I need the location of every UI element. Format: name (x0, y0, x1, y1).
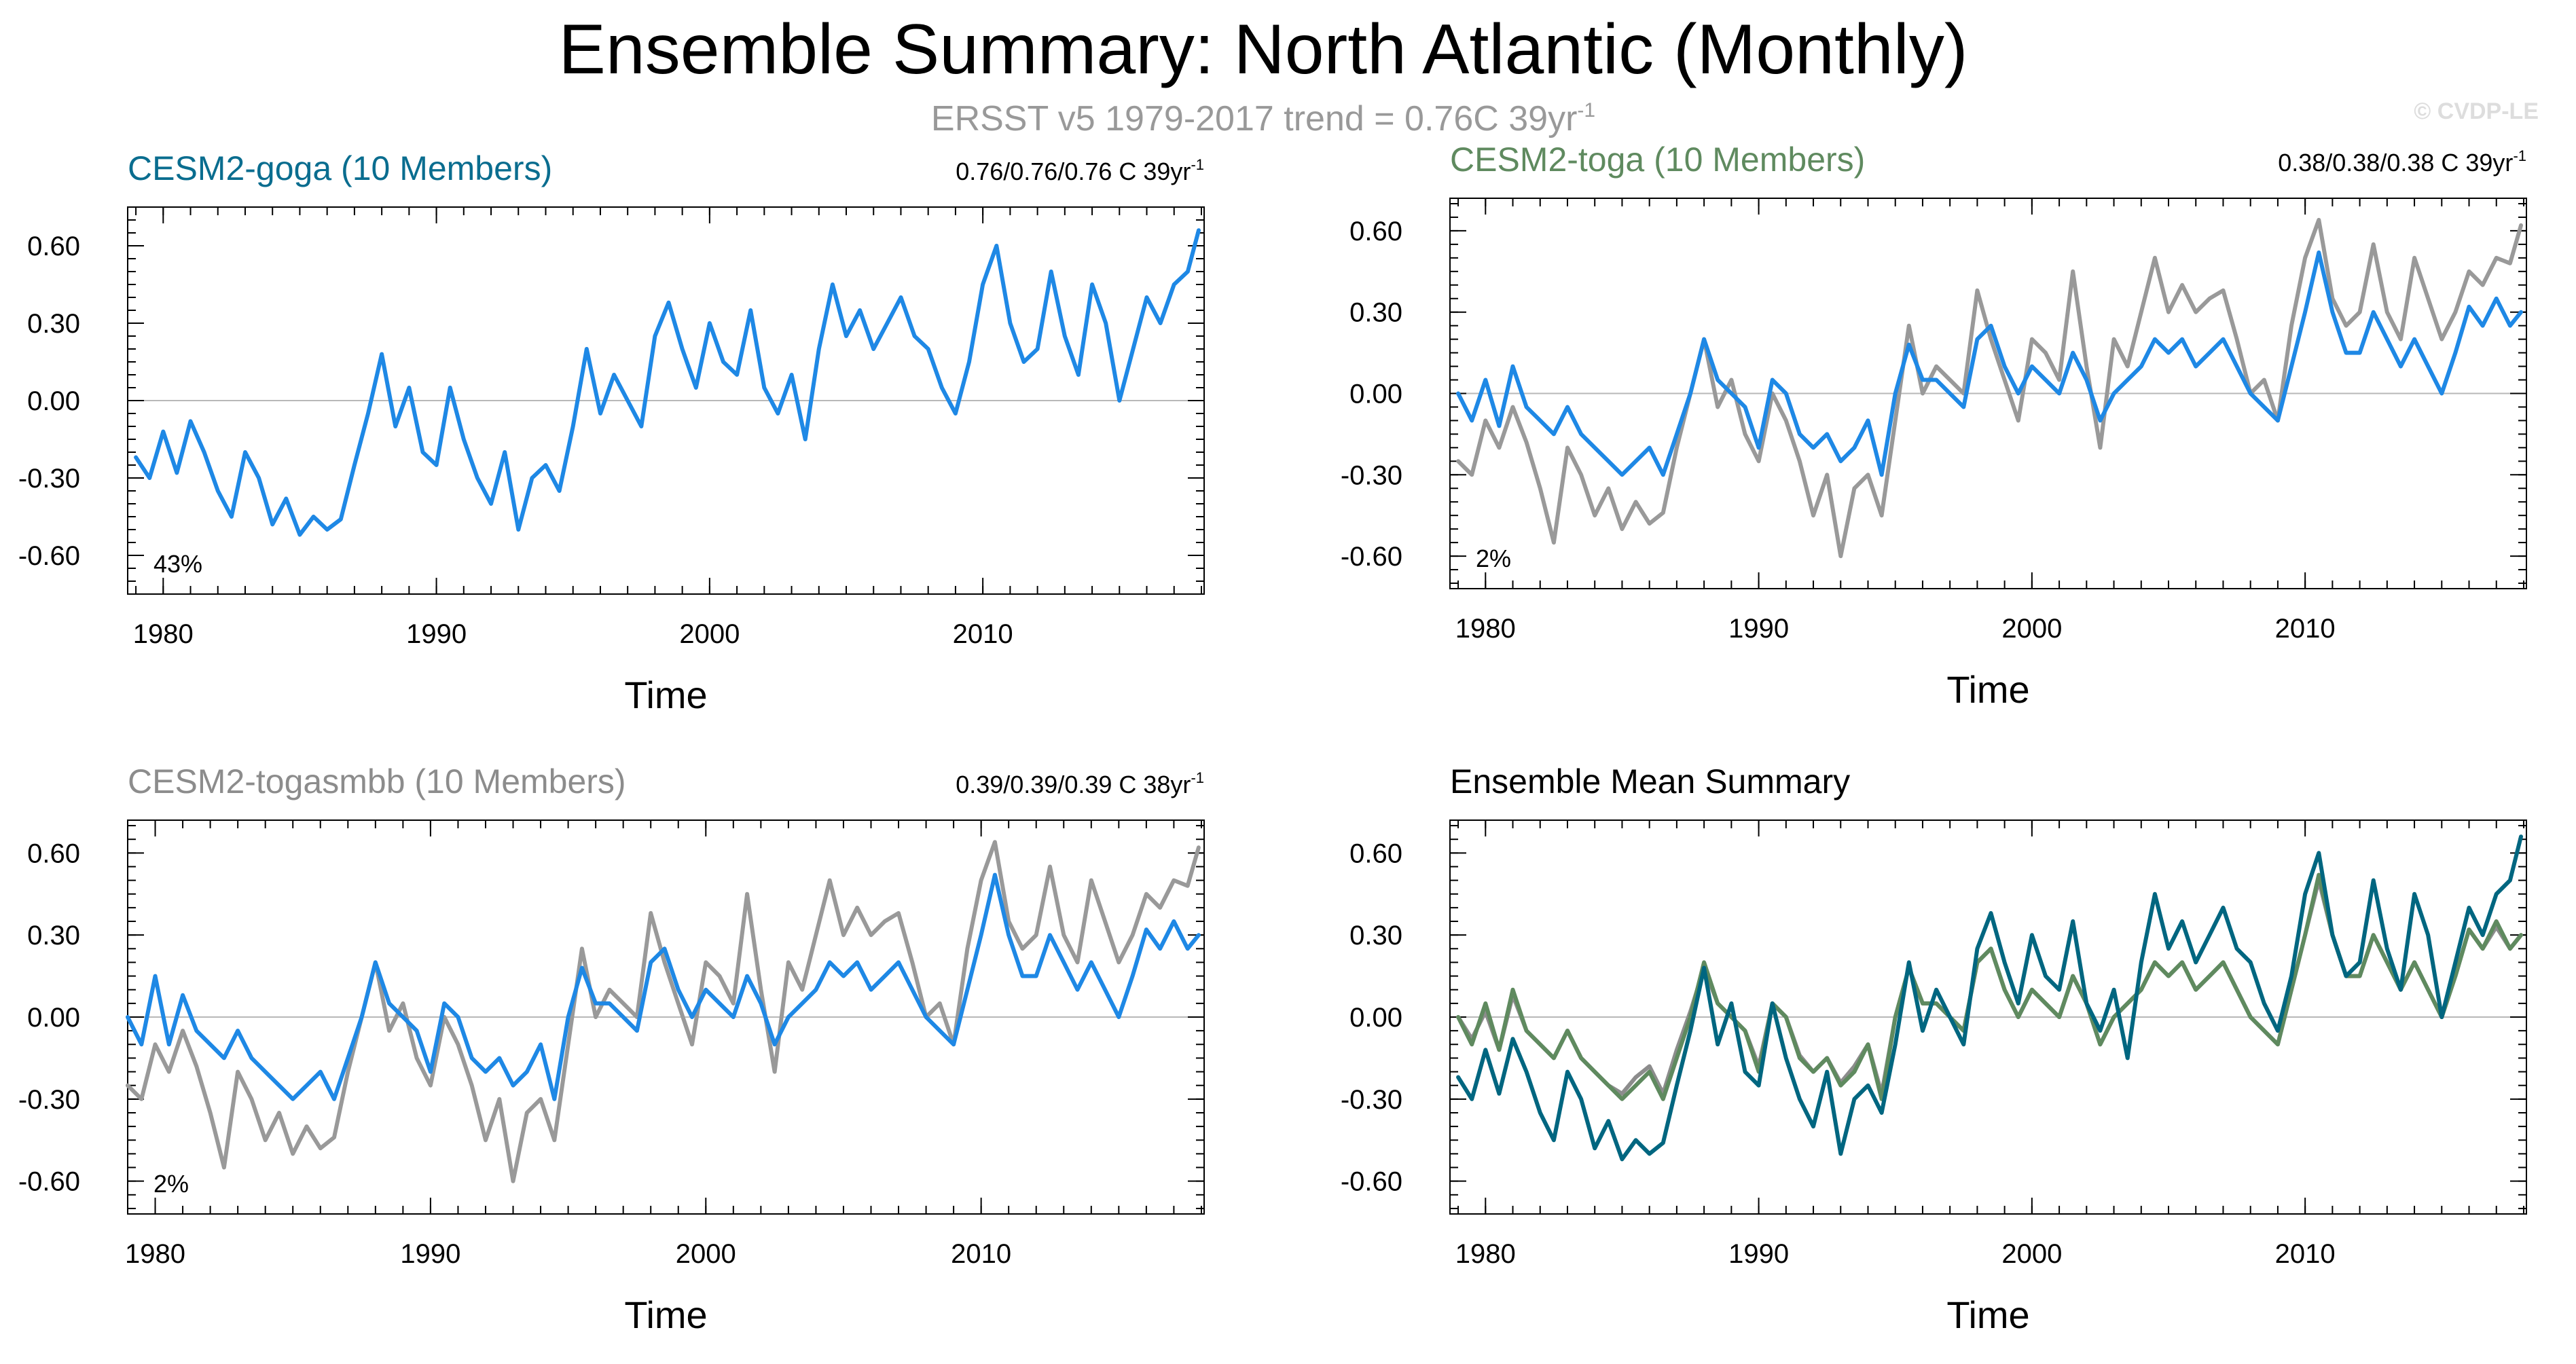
panel-4-y-tick-label: -0.60 (1341, 1167, 1402, 1197)
watermark: © CVDP-LE (2414, 98, 2539, 124)
panel-2-y-tick-label: -0.30 (1341, 460, 1402, 490)
panel-1-x-tick-label: 1980 (133, 619, 194, 649)
panel-3-x-tick-label: 1990 (400, 1239, 460, 1269)
panel-3-x-axis-title: Time (624, 1293, 707, 1336)
panel-2: CESM2-toga (10 Members) 0.38/0.38/0.38 C … (1341, 141, 2527, 711)
figure-subtitle-text: ERSST v5 1979-2017 trend = 0.76C 39yr (931, 99, 1578, 139)
panel-2-trend-label: 0.38/0.38/0.38 C 39yr-1 (2278, 147, 2526, 177)
panel-2-x-tick-label: 1990 (1728, 614, 1789, 644)
panel-1-percent-label: 43% (153, 550, 202, 578)
panel-4-title: Ensemble Mean Summary (1450, 762, 1850, 800)
panel-2-y-tick-label: 0.60 (1349, 217, 1402, 246)
panel-3-series-2-line (126, 872, 1201, 1101)
panels: CESM2-goga (10 Members) 0.76/0.76/0.76 C … (18, 141, 2527, 1336)
panel-3-y-tick-label: 0.30 (27, 921, 80, 951)
panel-2-trend-text: 0.38/0.38/0.38 C 39yr (2278, 149, 2513, 177)
panel-2-y-tick-label: -0.60 (1341, 542, 1402, 572)
panel-4: Ensemble Mean Summary 0.60 0.30 0.00 -0.30 -0… (1341, 762, 2527, 1336)
panel-3-y-tick-label: -0.30 (18, 1085, 80, 1115)
panel-2-trend-superscript: -1 (2513, 147, 2526, 164)
panel-4-y-tick-label: 0.30 (1349, 921, 1402, 951)
panel-1-y-tick-label: -0.30 (18, 464, 80, 494)
panel-1-x-tick-label: 2000 (679, 619, 740, 649)
panel-4-series-3-line (1456, 834, 2523, 1162)
panel-4-x-axis-title: Time (1946, 1293, 2029, 1336)
panel-1-series-1-line (134, 228, 1201, 537)
panel-1-y-tick-label: 0.00 (27, 386, 80, 416)
panel-1-x-tick-label: 1990 (406, 619, 467, 649)
panel-1-trend-label: 0.76/0.76/0.76 C 39yr-1 (956, 156, 1204, 185)
panel-4-x-tick-label: 2000 (2001, 1239, 2062, 1269)
panel-3-trend-superscript: -1 (1191, 769, 1204, 786)
panel-3-y-tick-label: 0.00 (27, 1003, 80, 1033)
panel-1: CESM2-goga (10 Members) 0.76/0.76/0.76 C … (18, 149, 1205, 716)
panel-3-series-1-line (126, 840, 1201, 1183)
figure-subtitle: ERSST v5 1979-2017 trend = 0.76C 39yr-1 (931, 99, 1595, 139)
panel-1-y-tick-label: -0.60 (18, 541, 80, 571)
panel-3-x-tick-label: 1980 (125, 1239, 185, 1269)
panel-1-trend-superscript: -1 (1191, 156, 1204, 173)
panel-2-y-tick-label: 0.30 (1349, 298, 1402, 328)
panel-1-x-axis-title: Time (624, 674, 707, 716)
panel-3-x-tick-label: 2000 (676, 1239, 736, 1269)
panel-3-trend-label: 0.39/0.39/0.39 C 38yr-1 (956, 769, 1204, 798)
panel-2-series-2-line (1456, 250, 2523, 477)
panel-2-x-axis-title: Time (1946, 668, 2029, 711)
panel-1-x-tick-label: 2010 (953, 619, 1013, 649)
panel-4-y-tick-label: -0.30 (1341, 1085, 1402, 1115)
panel-3-title: CESM2-togasmbb (10 Members) (128, 762, 626, 800)
panel-1-y-tick-label: 0.30 (27, 309, 80, 339)
panel-3-x-tick-label: 2010 (951, 1239, 1011, 1269)
panel-3-y-tick-label: 0.60 (27, 838, 80, 868)
panel-4-x-tick-label: 2010 (2275, 1239, 2336, 1269)
panel-1-y-tick-label: 0.60 (27, 232, 80, 261)
panel-2-y-tick-label: 0.00 (1349, 380, 1402, 409)
panel-2-percent-label: 2% (1476, 545, 1511, 572)
panel-4-x-tick-label: 1980 (1455, 1239, 1516, 1269)
figure-title: Ensemble Summary: North Atlantic (Monthl… (559, 10, 1968, 89)
panel-4-y-tick-label: 0.00 (1349, 1003, 1402, 1033)
panel-3: CESM2-togasmbb (10 Members) 0.39/0.39/0.3… (18, 762, 1205, 1336)
panel-2-x-tick-label: 2010 (2275, 614, 2336, 644)
panel-3-y-tick-label: -0.60 (18, 1167, 80, 1197)
panel-1-trend-text: 0.76/0.76/0.76 C 39yr (956, 158, 1191, 185)
panel-3-percent-label: 2% (153, 1170, 189, 1198)
panel-2-x-tick-label: 2000 (2001, 614, 2062, 644)
panel-4-y-tick-label: 0.60 (1349, 838, 1402, 868)
panel-1-title: CESM2-goga (10 Members) (128, 149, 552, 187)
panel-3-trend-text: 0.39/0.39/0.39 C 38yr (956, 771, 1191, 798)
panel-4-x-tick-label: 1990 (1728, 1239, 1789, 1269)
panel-2-series-1-line (1456, 217, 2523, 559)
panel-2-title: CESM2-toga (10 Members) (1450, 141, 1865, 179)
panel-2-x-tick-label: 1980 (1455, 614, 1516, 644)
figure-subtitle-superscript: -1 (1577, 99, 1595, 122)
